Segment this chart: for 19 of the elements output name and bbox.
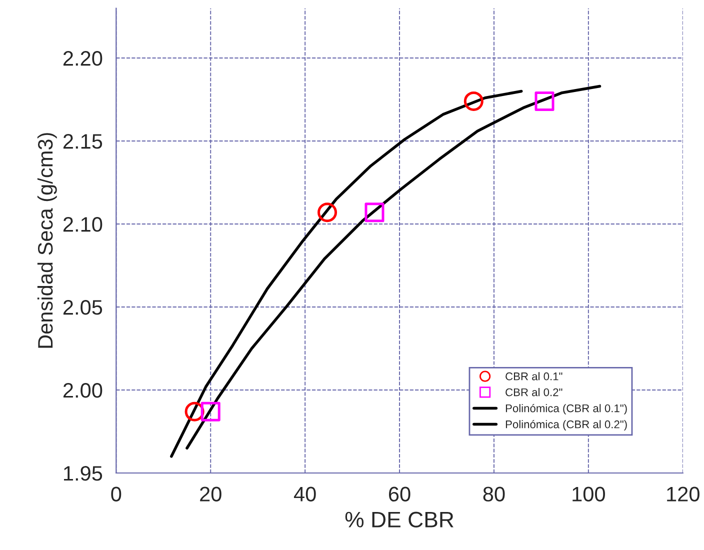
x-tick-label: 60 — [388, 486, 410, 502]
x-tick-label: 0 — [111, 486, 122, 502]
legend-label: CBR al 0.2" — [506, 388, 562, 396]
x-axis-title: % DE CBR — [345, 512, 454, 528]
legend-label: CBR al 0.1" — [506, 372, 562, 380]
y-tick-label: 2.00 — [63, 383, 102, 398]
x-tick-label: 80 — [483, 486, 505, 502]
x-tick-label: 120 — [667, 486, 700, 502]
y-tick-label: 1.95 — [64, 466, 102, 481]
y-axis-title: Densidad Seca (g/cm3) — [37, 133, 57, 348]
y-tick-label: 2.05 — [63, 300, 102, 315]
legend-label: Polinómica (CBR al 0.2") — [506, 420, 627, 430]
x-tick-label: 100 — [572, 486, 605, 502]
y-tick-label: 2.15 — [63, 134, 102, 149]
x-tick-label: 40 — [294, 486, 316, 502]
y-tick-label: 2.10 — [63, 217, 102, 232]
legend-label: Polinómica (CBR al 0.1") — [506, 404, 627, 414]
y-tick-label: 2.20 — [63, 51, 102, 66]
x-tick-label: 20 — [200, 486, 222, 502]
